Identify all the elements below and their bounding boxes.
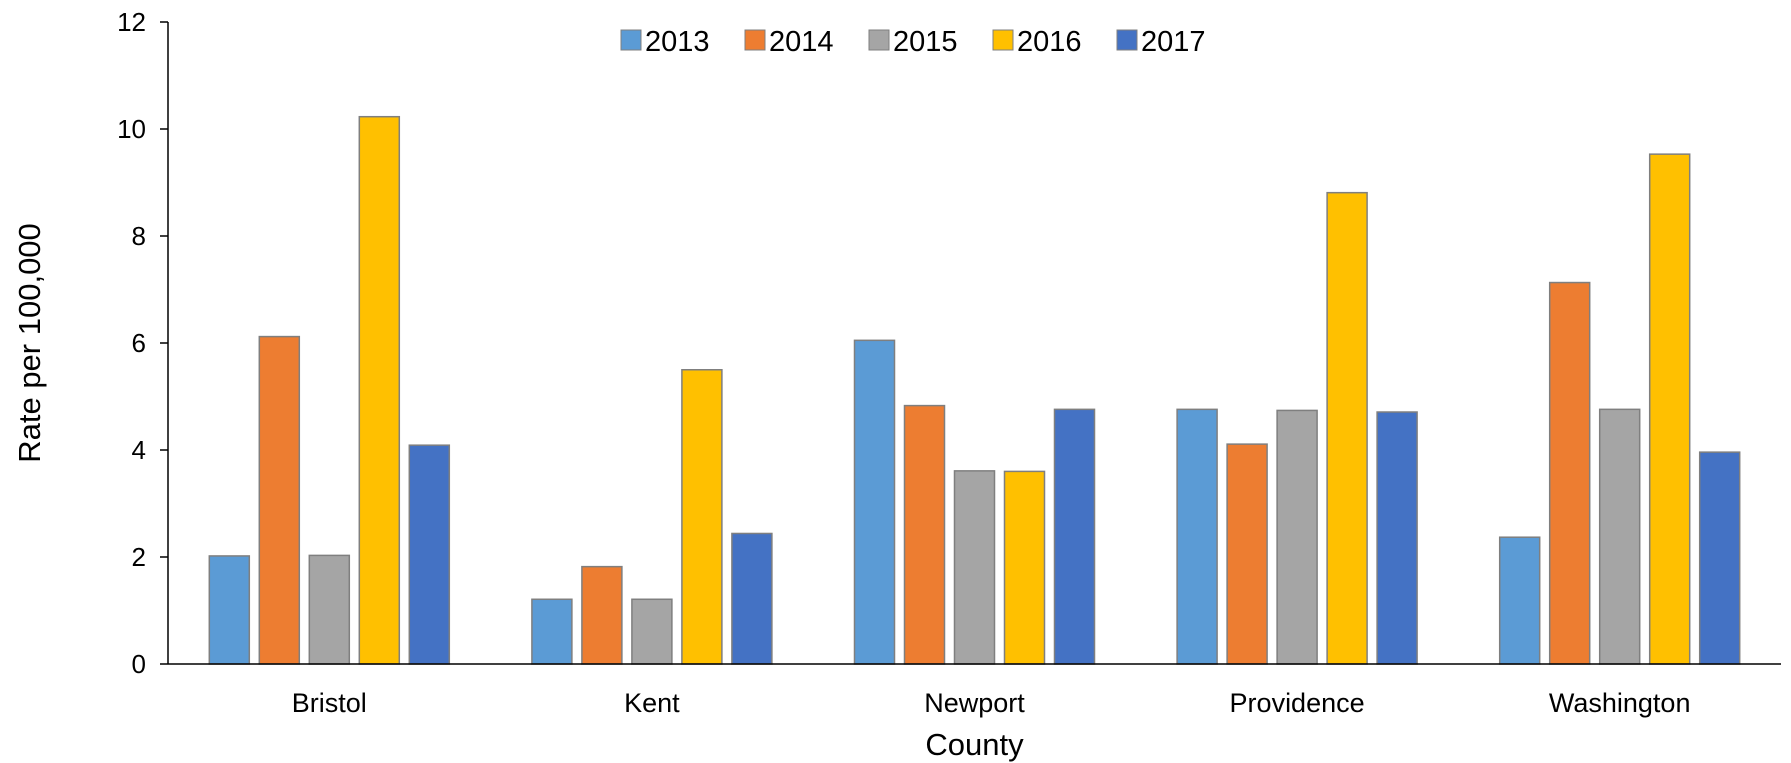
- bar-washington-2014: [1548, 281, 1591, 665]
- bar-newport-2017: [1053, 408, 1096, 665]
- legend-swatch-2017: [1116, 29, 1138, 51]
- bar-providence-2013: [1176, 408, 1218, 665]
- bar-newport-2013: [853, 339, 896, 665]
- y-axis-ticks: 0 2 4 6 8 10 12: [117, 7, 168, 679]
- bar-kent-2014: [581, 565, 623, 665]
- x-axis-title: County: [925, 727, 1024, 762]
- bar-providence-2016: [1326, 191, 1368, 665]
- bar-washington-2016: [1648, 153, 1691, 665]
- y-tick-label: 4: [132, 435, 146, 465]
- bar-bristol-2015: [308, 554, 351, 665]
- x-tick-label: Bristol: [292, 688, 367, 718]
- legend-label-2016: 2016: [1017, 26, 1082, 58]
- bar-providence-2014: [1226, 443, 1268, 665]
- bar-bristol-2013: [208, 555, 251, 665]
- bar-washington-2013: [1498, 536, 1541, 665]
- bar-washington-2017: [1698, 451, 1741, 665]
- bar-kent-2015: [631, 598, 673, 665]
- y-tick-label: 10: [117, 114, 146, 144]
- y-tick-label: 0: [132, 649, 146, 679]
- bar-bristol-2016: [358, 115, 401, 665]
- y-tick-label: 8: [132, 221, 146, 251]
- legend-swatch-2015: [868, 29, 890, 51]
- bar-bristol-2014: [258, 335, 301, 665]
- bars: [208, 115, 1741, 665]
- legend-label-2013: 2013: [645, 26, 710, 58]
- bar-providence-2015: [1276, 409, 1318, 665]
- legend-swatch-2014: [744, 29, 766, 51]
- legend-swatch-2016: [992, 29, 1014, 51]
- legend-label-2017: 2017: [1141, 26, 1206, 58]
- y-axis-title: Rate per 100,000: [12, 223, 47, 463]
- legend-swatch-2013: [620, 29, 642, 51]
- x-tick-label: Washington: [1549, 688, 1691, 718]
- x-tick-label: Newport: [924, 688, 1025, 718]
- bar-newport-2015: [953, 470, 996, 665]
- legend: 2013 2014 2015 2016 2017: [620, 26, 1206, 58]
- bar-bristol-2017: [408, 444, 451, 665]
- bar-washington-2015: [1598, 408, 1641, 665]
- x-tick-label: Kent: [624, 688, 680, 718]
- bar-newport-2014: [903, 404, 946, 665]
- bar-kent-2016: [681, 369, 723, 665]
- legend-label-2014: 2014: [769, 26, 834, 58]
- x-tick-label: Providence: [1230, 688, 1365, 718]
- x-axis-labels: Bristol Kent Newport Providence Washington: [292, 688, 1691, 718]
- bar-kent-2013: [531, 598, 573, 665]
- bar-providence-2017: [1376, 411, 1418, 665]
- bar-kent-2017: [731, 532, 773, 665]
- y-tick-label: 6: [132, 328, 146, 358]
- legend-label-2015: 2015: [893, 26, 958, 58]
- y-tick-label: 2: [132, 542, 146, 572]
- bar-newport-2016: [1003, 470, 1046, 665]
- y-tick-label: 12: [117, 7, 146, 37]
